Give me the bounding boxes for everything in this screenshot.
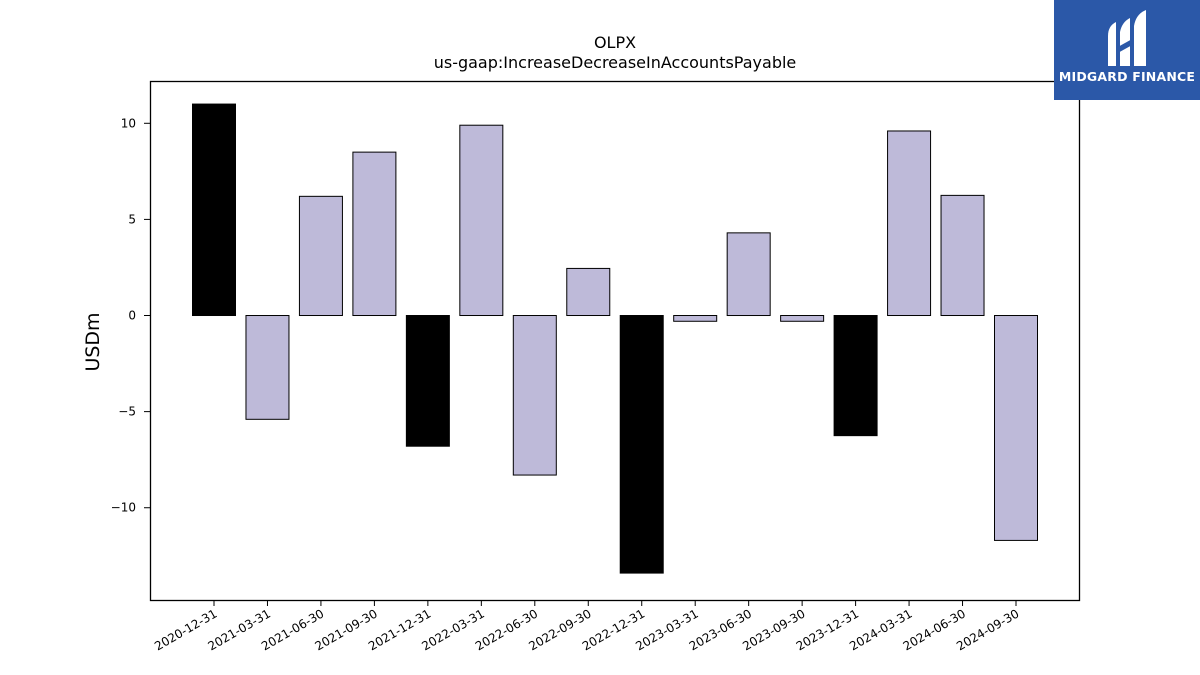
bar-2023-12-31: [833, 315, 878, 437]
bar-2023-03-31: [673, 315, 718, 322]
bar-2022-09-30: [566, 267, 611, 317]
y-tick-label: 5: [128, 212, 136, 226]
y-tick-label: 10: [121, 116, 136, 130]
bar-2021-03-31: [245, 315, 290, 420]
y-tick-label: 0: [128, 309, 136, 323]
bar-2024-03-31: [887, 130, 932, 317]
bar-2020-12-31: [192, 103, 236, 317]
chart-subtitle: us-gaap:IncreaseDecreaseInAccountsPayabl…: [434, 53, 797, 72]
bar-2024-06-30: [940, 194, 985, 317]
bar-2021-06-30: [298, 195, 343, 317]
y-tick-label: −10: [111, 501, 136, 515]
midgard-finance-logo: MIDGARD FINANCE: [1054, 0, 1200, 100]
y-axis-ticks: 10 5 0 −5 −10: [111, 116, 150, 515]
y-axis-label: USDm: [82, 312, 104, 371]
bar-2022-12-31: [619, 315, 664, 574]
y-tick-label: −5: [118, 405, 136, 419]
bars-group: [192, 103, 1038, 574]
bar-2022-03-31: [459, 124, 504, 317]
bar-2024-09-30: [994, 315, 1038, 541]
bar-2021-12-31: [405, 315, 450, 447]
bar-2023-06-30: [726, 232, 771, 317]
bar-2021-09-30: [352, 151, 397, 317]
plot-frame: [149, 80, 1081, 602]
x-axis-ticks: 2020-12-312021-03-312021-06-302021-09-30…: [152, 600, 1022, 653]
bar-2022-06-30: [512, 315, 557, 476]
midgard-logo-icon: [1108, 10, 1146, 66]
logo-text: MIDGARD FINANCE: [1058, 69, 1196, 84]
chart-title: OLPX: [594, 33, 636, 52]
bar-2023-09-30: [780, 315, 825, 322]
